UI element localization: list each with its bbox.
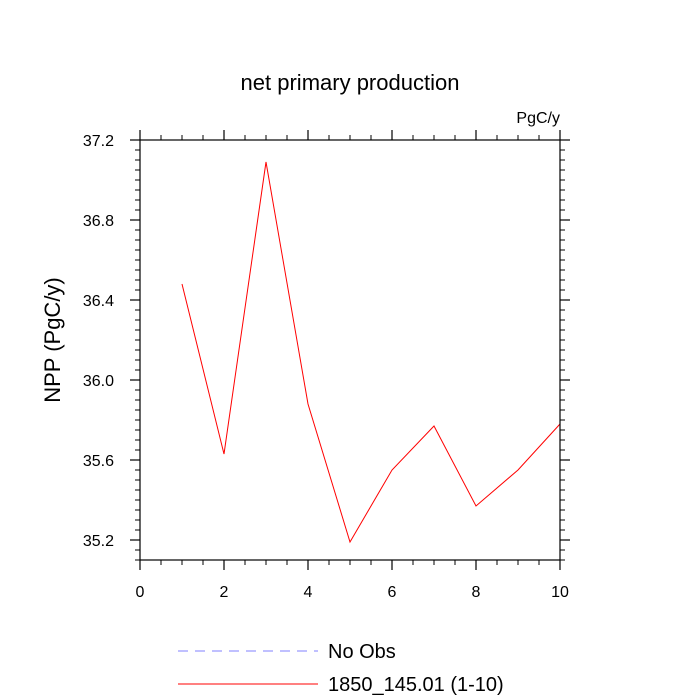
legend: No Obs 1850_145.01 (1-10) xyxy=(178,641,504,696)
x-tick-label: 2 xyxy=(220,584,229,601)
y-tick-label: 36.4 xyxy=(83,293,114,310)
series-line-1850 xyxy=(181,161,561,544)
y-tick-label: 36.0 xyxy=(83,373,114,390)
x-tick-label: 8 xyxy=(472,584,481,601)
y-tick-label: 35.2 xyxy=(83,533,114,550)
y-tick-label: 36.8 xyxy=(83,213,114,230)
x-tick-label: 0 xyxy=(136,584,145,601)
legend-label-no-obs: No Obs xyxy=(328,641,396,663)
plot-frame xyxy=(139,139,561,561)
x-tick-label: 10 xyxy=(551,584,569,601)
x-tick-label: 6 xyxy=(388,584,397,601)
y-tick-label: 35.6 xyxy=(83,453,114,470)
chart-title: net primary production xyxy=(241,70,460,95)
x-tick-label: 4 xyxy=(304,584,313,601)
units-label: PgC/y xyxy=(516,110,560,127)
y-axis-label: NPP (PgC/y) xyxy=(40,277,65,403)
y-tick-label: 37.2 xyxy=(83,133,114,150)
legend-label-1850: 1850_145.01 (1-10) xyxy=(328,674,504,696)
